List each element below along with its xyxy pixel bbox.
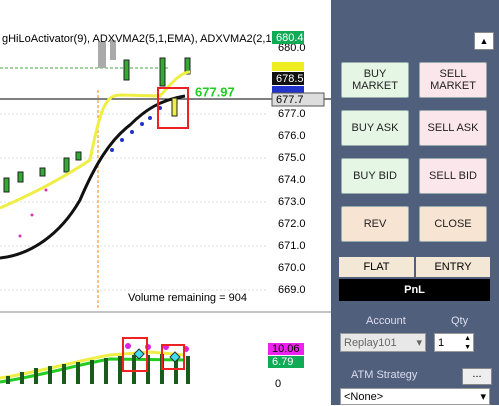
qty-input[interactable]: 1 ▲ ▼ (434, 333, 474, 352)
account-select[interactable]: Replay101 ▾ (340, 333, 426, 352)
last-price: 677.97 (195, 84, 235, 99)
order-button[interactable]: REV (341, 206, 409, 242)
price-tick: 676.0 (278, 130, 306, 142)
price-tick: 673.0 (278, 196, 306, 208)
price-tick: 680.0 (278, 42, 306, 54)
atm-button[interactable]: ... (462, 368, 492, 385)
indicator-tick: 0 (275, 378, 281, 390)
indicator-label: 6.79 (272, 356, 293, 368)
entry-label: ENTRY (416, 257, 490, 277)
order-button[interactable]: BUY BID (341, 158, 409, 194)
account-label: Account (366, 315, 406, 327)
order-button[interactable]: SELL BID (419, 158, 487, 194)
qty-value: 1 (438, 337, 445, 349)
price-tick: 669.0 (278, 284, 306, 296)
order-panel: ▲ BUY MARKET SELL MARKET BUY ASK SELL ASK BU… (331, 0, 499, 405)
price-tick: 677.0 (278, 108, 306, 120)
price-label: 678.5 (276, 73, 304, 85)
order-button[interactable]: BUY MARKET (341, 62, 409, 98)
order-button[interactable]: CLOSE (419, 206, 487, 242)
collapse-button[interactable]: ▲ (474, 32, 494, 50)
pnl: PnL (339, 279, 490, 301)
price-tick: 672.0 (278, 218, 306, 230)
price-label: 680.4 (276, 32, 304, 44)
atm-select[interactable]: <None> ▾ (340, 388, 490, 405)
qty-label: Qty (451, 315, 469, 327)
atm-label: ATM Strategy (351, 369, 418, 381)
price-tick: 670.0 (278, 262, 306, 274)
volume-remaining: Volume remaining = 904 (128, 292, 247, 304)
price-tick: 674.0 (278, 174, 306, 186)
flat-label: FLAT (339, 257, 414, 277)
price-tick: 675.0 (278, 152, 306, 164)
atm-value: <None> (344, 391, 384, 403)
account-value: Replay101 (344, 337, 397, 349)
chart-title: gHiLoActivator(9), ADXVMA2(5,1,EMA), ADX… (2, 33, 275, 45)
order-button[interactable]: BUY ASK (341, 110, 409, 146)
chart: gHiLoActivator(9), ADXVMA2(5,1,EMA), ADX… (0, 31, 331, 390)
order-button[interactable]: SELL MARKET (419, 62, 487, 98)
price-tick: 671.0 (278, 240, 306, 252)
order-button[interactable]: SELL ASK (419, 110, 487, 146)
indicator-label: 10.06 (272, 343, 300, 355)
price-label: 677.7 (276, 94, 304, 106)
